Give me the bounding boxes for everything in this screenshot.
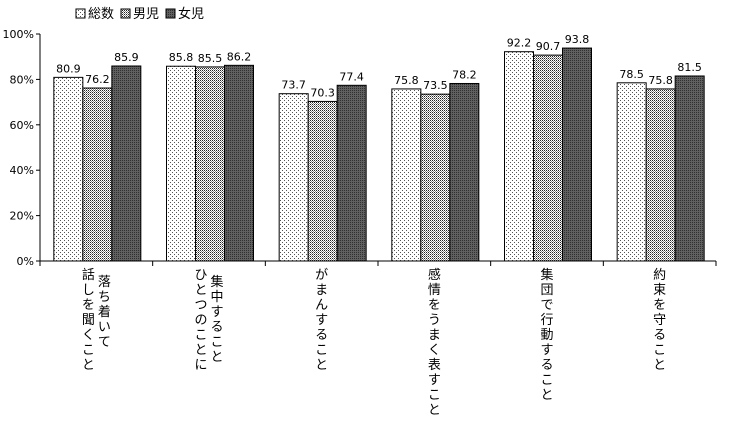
x-axis xyxy=(39,260,717,266)
category-label-0-1: 落ち着いて xyxy=(98,275,111,350)
data-label-0-2: 73.7 xyxy=(281,79,306,92)
data-label-1-2: 70.3 xyxy=(310,86,335,99)
bars-group xyxy=(53,47,705,262)
data-label-2-3: 78.2 xyxy=(452,68,477,81)
category-label-2-0: がまんすること xyxy=(315,268,328,373)
bar-2-0 xyxy=(111,65,142,262)
bar-2-5 xyxy=(674,75,705,262)
bar-1-4 xyxy=(533,54,563,262)
legend-label-1: 男児 xyxy=(133,7,159,22)
y-tick-label-5: 100% xyxy=(3,28,34,41)
data-label-2-0: 85.9 xyxy=(114,51,139,64)
legend-swatch-0 xyxy=(75,8,86,19)
data-labels-group: 80.9 76.2 85.9 85.8 85.5 86.2 73.7 70.3 77.4 75.8… xyxy=(56,33,702,99)
category-label-1-0: ひとつのことに xyxy=(194,268,207,373)
bar-2-1 xyxy=(224,64,254,262)
data-label-1-1: 85.5 xyxy=(198,52,223,65)
legend-swatch-1 xyxy=(120,8,131,19)
y-axis: 0% 20% 40% 60% 80% 100% xyxy=(3,28,41,268)
bar-0-0 xyxy=(53,76,84,262)
data-label-1-0: 76.2 xyxy=(85,73,110,86)
bar-1-0 xyxy=(82,87,113,262)
data-label-1-4: 90.7 xyxy=(536,40,561,53)
category-label-5-0: 約束を守ること xyxy=(653,268,666,373)
y-tick-label-2: 40% xyxy=(10,164,34,177)
category-label-1-1: 集中すること xyxy=(210,274,223,365)
data-label-0-1: 85.8 xyxy=(169,51,194,64)
y-tick-label-3: 60% xyxy=(10,119,34,132)
bar-2-2 xyxy=(336,84,367,262)
bar-0-2 xyxy=(278,93,309,262)
bar-1-5 xyxy=(645,88,676,262)
y-tick-label-1: 20% xyxy=(10,210,34,223)
y-tick-label-0: 0% xyxy=(17,255,34,268)
category-label-0-0: 話しを聞くこと xyxy=(82,267,95,373)
bar-1-3 xyxy=(420,93,451,262)
data-label-0-4: 92.2 xyxy=(507,37,532,50)
data-label-1-3: 73.5 xyxy=(423,79,448,92)
data-label-2-5: 81.5 xyxy=(677,61,702,74)
legend-label-2: 女児 xyxy=(178,6,204,22)
bar-0-4 xyxy=(504,51,534,262)
chart-legend: 総数 男児 女児 xyxy=(75,6,204,22)
data-label-2-1: 86.2 xyxy=(227,50,252,63)
data-label-2-2: 77.4 xyxy=(339,70,364,83)
category-label-3-0: 感情をうまく表すこと xyxy=(428,267,441,418)
y-tick-label-4: 80% xyxy=(10,73,34,86)
bar-2-3 xyxy=(449,82,480,262)
legend-label-0: 総数 xyxy=(88,7,114,22)
data-label-1-5: 75.8 xyxy=(648,74,673,87)
bar-0-3 xyxy=(391,88,422,262)
bar-0-1 xyxy=(166,65,196,262)
category-label-4-0: 集団で行動すること xyxy=(540,267,553,403)
bar-0-5 xyxy=(616,82,647,262)
data-label-0-3: 75.8 xyxy=(394,74,419,87)
data-label-2-4: 93.8 xyxy=(565,33,590,46)
bar-1-1 xyxy=(195,66,225,262)
bar-2-4 xyxy=(562,47,592,262)
bar-1-2 xyxy=(307,100,338,262)
legend-swatch-2 xyxy=(165,8,176,19)
data-label-0-5: 78.5 xyxy=(619,68,644,81)
data-label-0-0: 80.9 xyxy=(56,62,81,75)
